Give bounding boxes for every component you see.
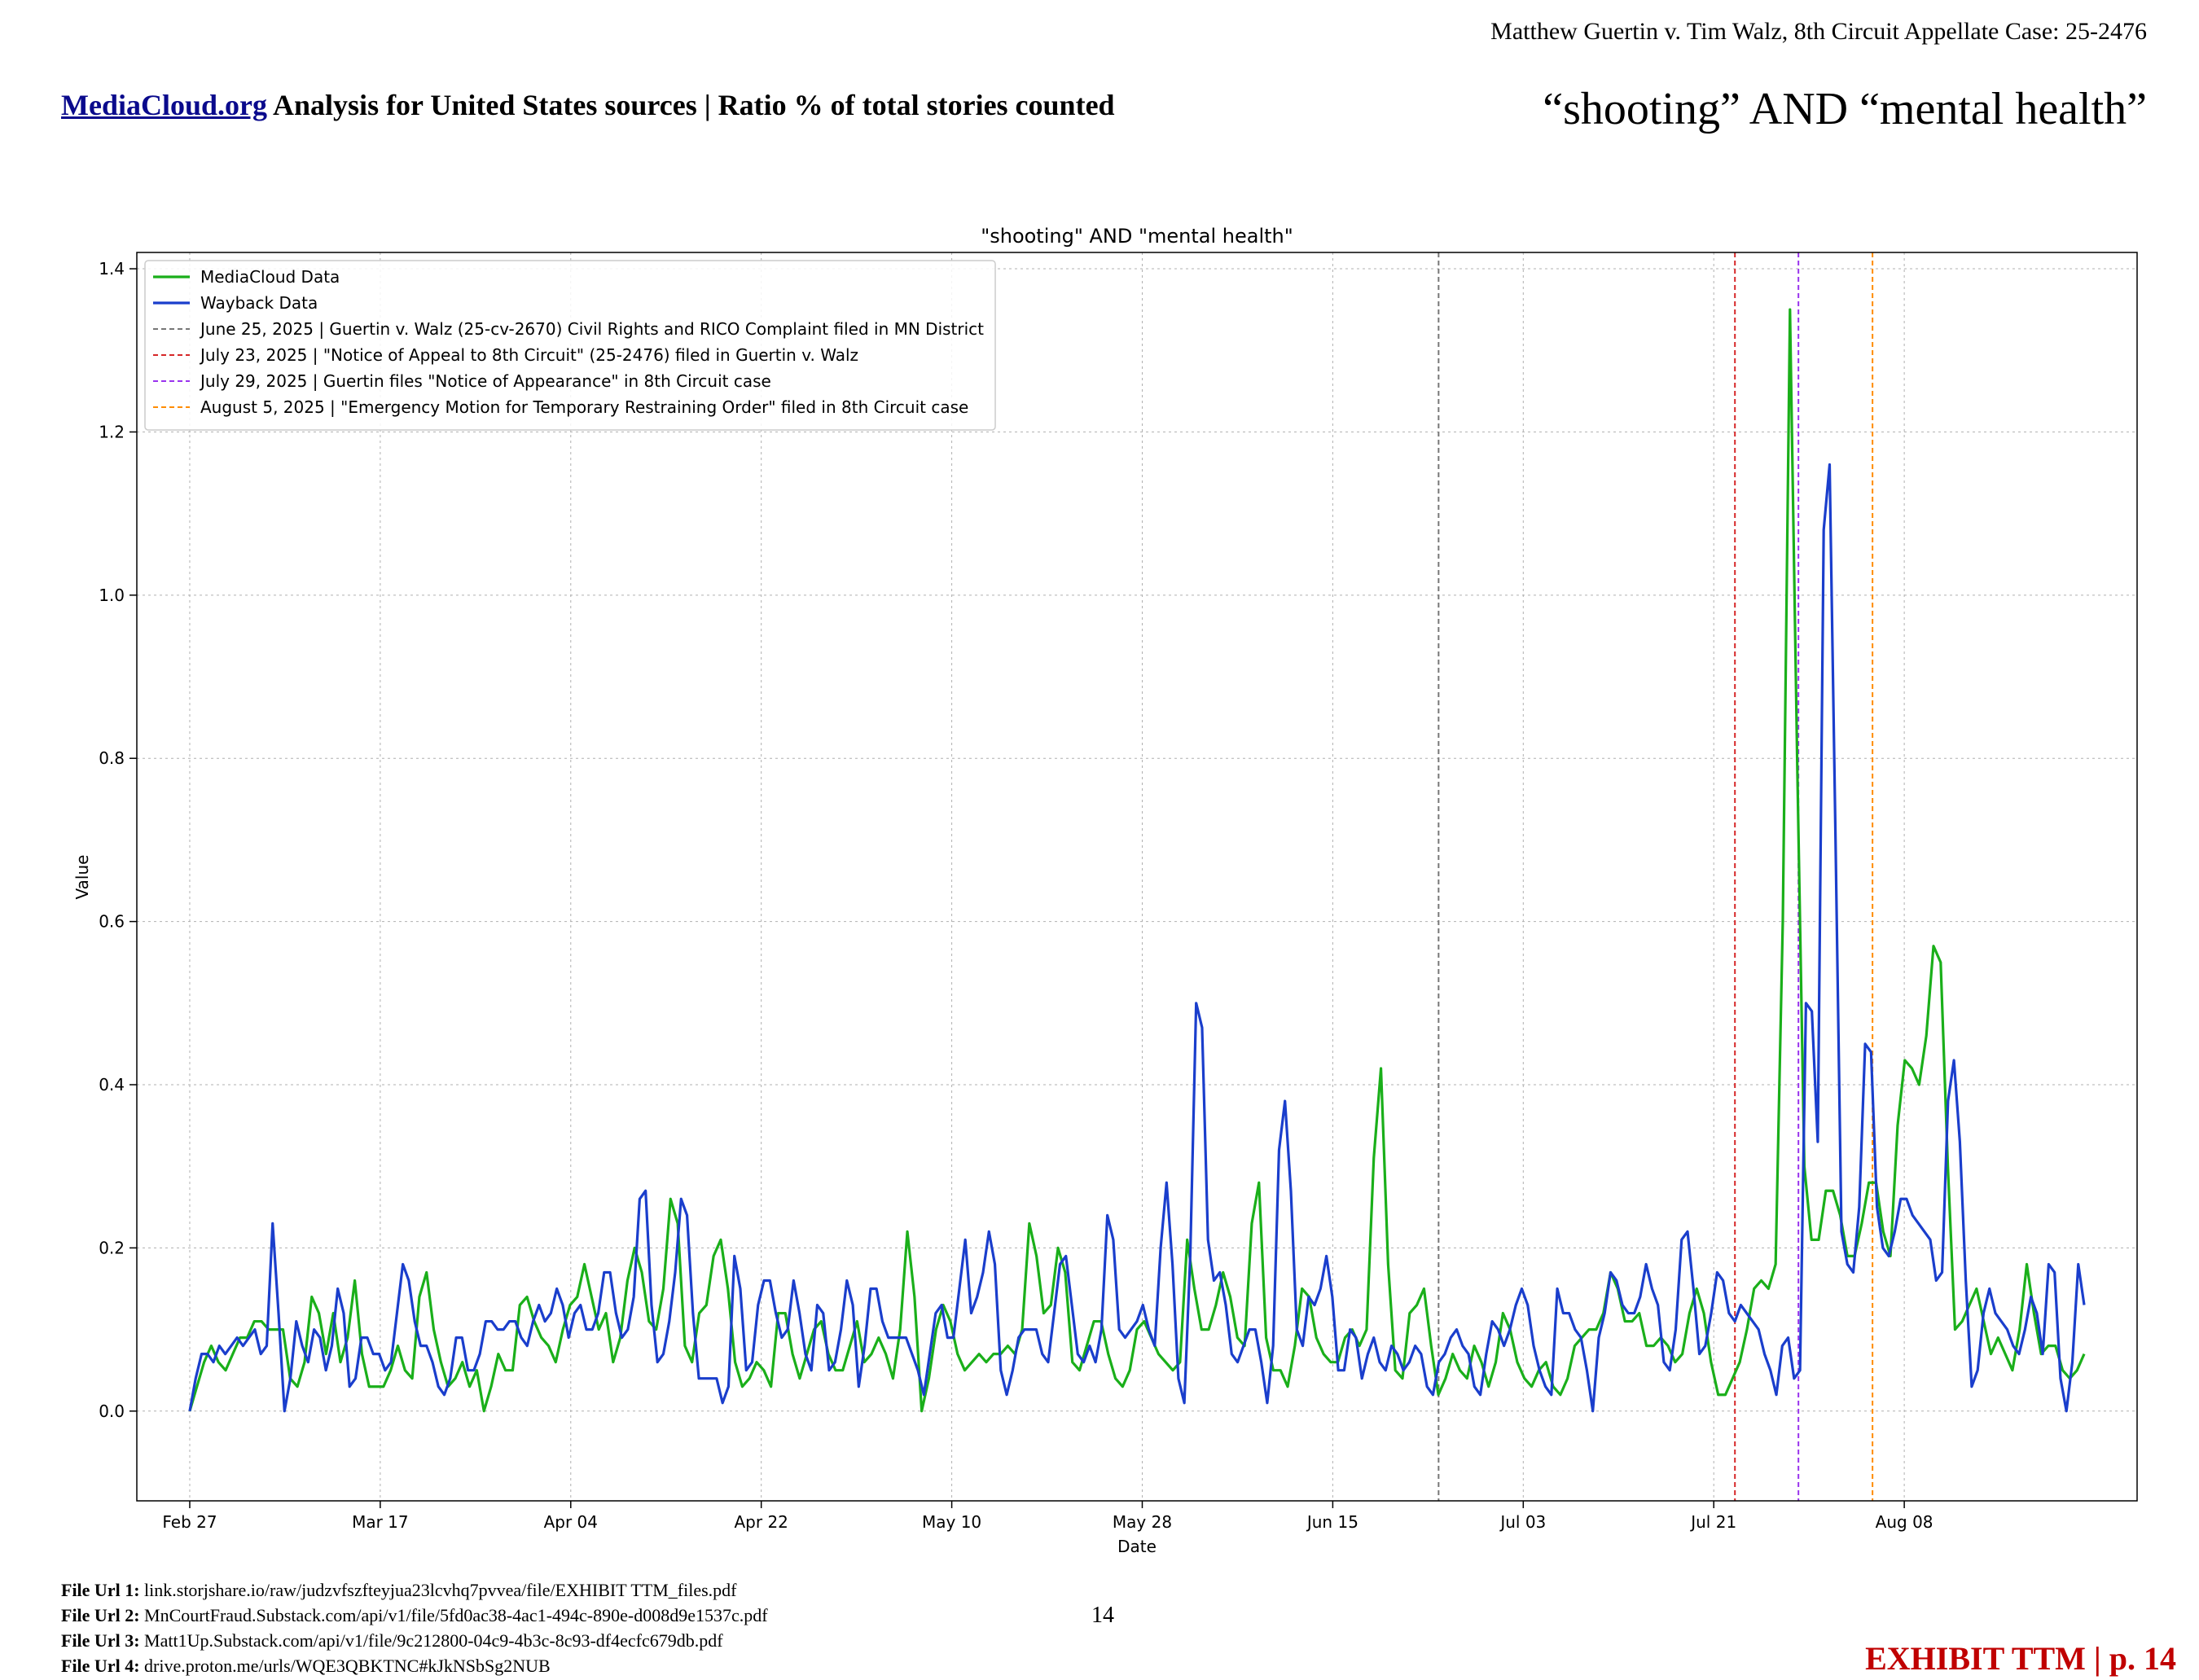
y-tick-label: 1.0 xyxy=(99,586,125,605)
x-tick-label: Aug 08 xyxy=(1876,1512,1933,1532)
series-lines xyxy=(188,308,2086,1413)
x-axis-ticks: Feb 27 Mar 17 Apr 04 Apr 22 May 10 May 28 Jun … xyxy=(162,1501,1933,1532)
file-url-3: File Url 3: Matt1Up.Substack.com/api/v1/… xyxy=(61,1630,723,1651)
case-caption: Matthew Guertin v. Tim Walz, 8th Circuit… xyxy=(1490,18,2147,45)
y-tick-label: 0.8 xyxy=(99,748,125,768)
legend-label: July 23, 2025 | "Notice of Appeal to 8th… xyxy=(199,345,858,365)
file-url-4-value[interactable]: drive.proton.me/urls/WQE3QBKTNC#kJkNSbSg… xyxy=(139,1656,551,1676)
legend-label: August 5, 2025 | "Emergency Motion for T… xyxy=(200,397,968,417)
y-tick-label: 0.2 xyxy=(99,1238,125,1257)
series-line-mediacloud xyxy=(188,308,2086,1413)
legend-label: July 29, 2025 | Guertin files "Notice of… xyxy=(199,371,771,391)
legend-label: June 25, 2025 | Guertin v. Walz (25-cv-2… xyxy=(199,319,984,339)
file-url-1-value[interactable]: link.storjshare.io/raw/judzvfszfteyjua23… xyxy=(139,1580,737,1600)
mediacloud-link[interactable]: MediaCloud.org xyxy=(61,89,268,121)
y-axis-label: Value xyxy=(72,855,92,900)
x-tick-label: Apr 04 xyxy=(544,1512,598,1532)
file-urls: File Url 1: link.storjshare.io/raw/judzv… xyxy=(61,1577,768,1678)
page-number: 14 xyxy=(1091,1603,1114,1628)
analysis-title: MediaCloud.org Analysis for United State… xyxy=(61,88,1115,122)
exhibit-label: EXHIBIT TTM | p. 14 xyxy=(1865,1640,2176,1677)
x-tick-label: Jun 15 xyxy=(1306,1512,1358,1532)
chart-legend: MediaCloud Data Wayback Data June 25, 2025… xyxy=(144,260,996,431)
file-url-4: File Url 4: drive.proton.me/urls/WQE3QBK… xyxy=(61,1656,551,1676)
y-tick-label: 1.2 xyxy=(99,422,125,441)
line-chart: "shooting" AND "mental health" Feb 27 Mar… xyxy=(72,225,2138,1556)
plot-frame xyxy=(136,252,2138,1502)
x-tick-label: May 28 xyxy=(1113,1512,1172,1532)
x-tick-label: Jul 03 xyxy=(1499,1512,1546,1532)
y-tick-label: 0.0 xyxy=(99,1401,125,1421)
y-tick-label: 0.6 xyxy=(99,912,125,932)
chart-title: "shooting" AND "mental health" xyxy=(981,225,1293,248)
series-line-wayback xyxy=(188,463,2086,1413)
x-tick-label: Feb 27 xyxy=(162,1512,217,1532)
y-tick-label: 1.4 xyxy=(99,259,125,279)
query-title: “shooting” AND “mental health” xyxy=(1543,84,2147,134)
legend-label: Wayback Data xyxy=(200,293,318,313)
event-lines xyxy=(1437,252,1874,1501)
file-url-2: File Url 2: MnCourtFraud.Substack.com/ap… xyxy=(61,1605,768,1625)
y-axis-ticks: 0.0 0.2 0.4 0.6 0.8 1.0 1.2 1.4 xyxy=(99,259,137,1421)
x-tick-label: May 10 xyxy=(922,1512,981,1532)
file-url-1: File Url 1: link.storjshare.io/raw/judzv… xyxy=(61,1580,737,1600)
analysis-title-text: Analysis for United States sources | Rat… xyxy=(267,89,1115,121)
file-url-2-value[interactable]: MnCourtFraud.Substack.com/api/v1/file/5f… xyxy=(139,1605,768,1625)
x-tick-label: Jul 21 xyxy=(1689,1512,1736,1532)
file-url-3-value[interactable]: Matt1Up.Substack.com/api/v1/file/9c21280… xyxy=(139,1630,723,1651)
legend-label: MediaCloud Data xyxy=(200,267,340,287)
x-tick-label: Apr 22 xyxy=(734,1512,788,1532)
x-tick-label: Mar 17 xyxy=(352,1512,409,1532)
y-tick-label: 0.4 xyxy=(99,1075,125,1094)
x-axis-label: Date xyxy=(1117,1537,1157,1556)
legend-box xyxy=(144,260,996,431)
